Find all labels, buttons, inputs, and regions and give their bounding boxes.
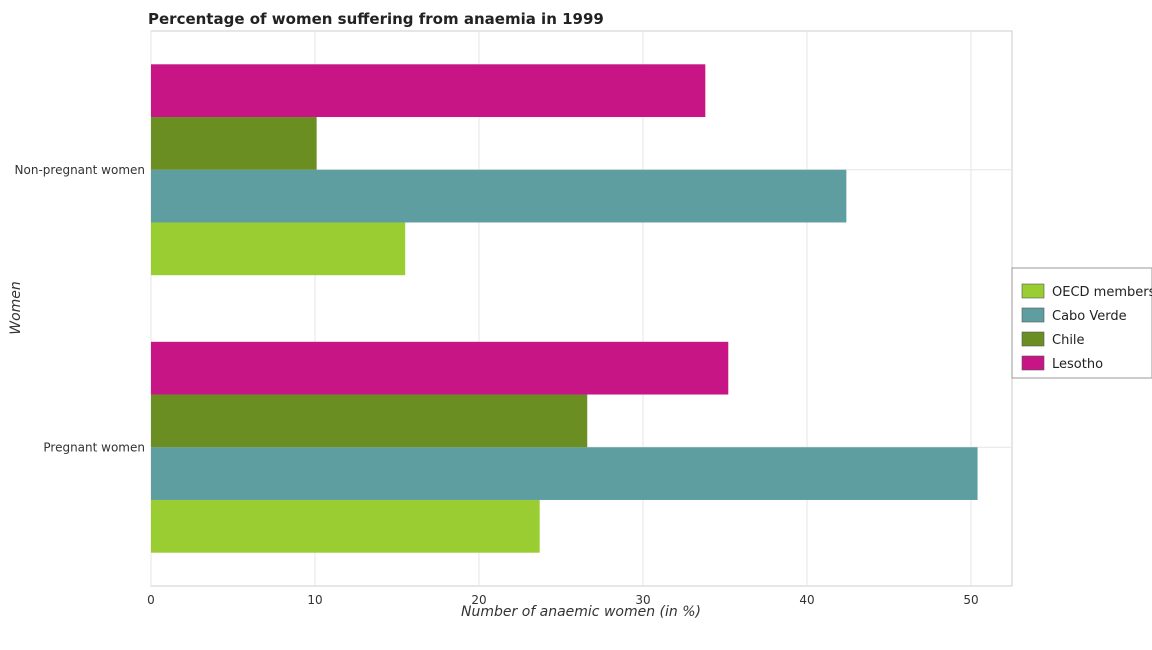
- bar: [151, 447, 978, 500]
- chart-title: Percentage of women suffering from anaem…: [148, 10, 604, 28]
- legend-swatch: [1021, 307, 1045, 323]
- bar: [151, 499, 540, 553]
- y-tick-label: Pregnant women: [43, 440, 145, 454]
- legend-swatch: [1021, 355, 1045, 371]
- bar: [151, 64, 706, 118]
- legend-label: Lesotho: [1052, 357, 1103, 372]
- x-tick-label: 30: [635, 593, 650, 607]
- legend-label: Cabo Verde: [1052, 309, 1127, 324]
- y-axis-label: Women: [8, 281, 24, 335]
- x-tick-label: 20: [471, 593, 486, 607]
- legend-swatch: [1021, 283, 1045, 299]
- legend-label: Chile: [1052, 333, 1085, 348]
- x-tick-label: 0: [147, 593, 155, 607]
- x-tick-label: 40: [799, 593, 814, 607]
- bar: [151, 222, 406, 276]
- y-tick-label: Non-pregnant women: [15, 163, 145, 177]
- bar: [151, 117, 317, 170]
- x-axis-label: Number of anaemic women (in %): [461, 604, 701, 620]
- bar: [151, 341, 729, 395]
- bars: [151, 64, 978, 553]
- bar: [151, 394, 588, 448]
- legend-label: OECD members: [1052, 285, 1152, 300]
- x-axis-ticks: 0 10 20 30 40 50: [147, 593, 978, 607]
- x-tick-label: 50: [963, 593, 978, 607]
- x-tick-label: 10: [307, 593, 322, 607]
- bar: [151, 169, 847, 223]
- y-axis-ticks: Non-pregnant women Pregnant women: [15, 163, 145, 455]
- legend: OECD members Cabo Verde Chile Lesotho: [1011, 267, 1152, 379]
- legend-swatch: [1021, 331, 1045, 347]
